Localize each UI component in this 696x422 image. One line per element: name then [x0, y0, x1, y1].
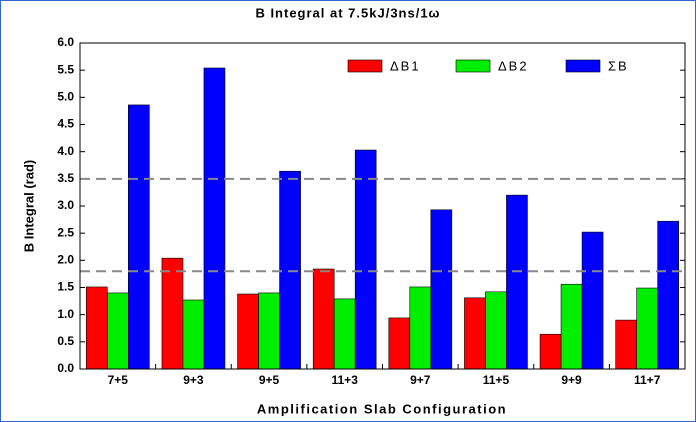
legend-swatch [455, 59, 491, 73]
y-tick-label: 2.0 [57, 253, 74, 267]
plot-area [79, 42, 686, 370]
chart-title: B Integral at 7.5kJ/3ns/1ω [255, 5, 440, 20]
y-tick-label: 3.5 [57, 171, 74, 185]
bar [636, 287, 658, 370]
bar [333, 298, 356, 370]
bar [485, 291, 507, 370]
y-tick-label: 1.5 [57, 280, 74, 294]
bar [354, 149, 377, 370]
y-tick-label: 0.5 [57, 334, 74, 348]
bar [279, 170, 301, 370]
bar [86, 286, 108, 370]
bar [615, 319, 637, 370]
bar [182, 299, 205, 370]
bar [161, 257, 184, 370]
legend-swatch [565, 59, 601, 73]
bar [237, 293, 259, 370]
bar [203, 67, 226, 370]
y-tick-label: 0.0 [57, 361, 74, 375]
bar [258, 292, 280, 370]
bar [539, 333, 562, 370]
bar [560, 283, 583, 370]
x-tick-label: 11+7 [634, 373, 661, 387]
x-axis-title: Amplification Slab Configuration [257, 401, 507, 416]
bar [409, 286, 432, 370]
x-tick-label: 9+5 [259, 373, 280, 387]
bar [107, 292, 129, 370]
bar [506, 194, 528, 370]
legend-swatch [347, 59, 383, 73]
x-tick-label: 7+5 [108, 373, 129, 387]
bar [581, 231, 604, 370]
bar [657, 220, 679, 370]
legend-label: ΔB1 [390, 58, 421, 73]
x-tick-label: 11+5 [483, 373, 510, 387]
y-tick-label: 5.5 [57, 62, 74, 76]
y-tick-label: 2.5 [57, 225, 74, 239]
y-tick-label: 4.0 [57, 144, 74, 158]
bar [312, 268, 335, 370]
y-tick-label: 3.0 [57, 198, 74, 212]
y-tick-label: 4.5 [57, 117, 74, 131]
x-tick-label: 9+3 [183, 373, 204, 387]
y-tick-label: 6.0 [57, 35, 74, 49]
bar [464, 297, 486, 370]
bar [388, 317, 411, 370]
legend-label: ΔB2 [498, 58, 529, 73]
y-axis-title: B Integral (rad) [21, 160, 36, 252]
x-tick-label: 11+3 [332, 373, 359, 387]
bar [430, 209, 453, 370]
y-tick-label: 1.0 [57, 307, 74, 321]
x-tick-label: 9+9 [561, 373, 582, 387]
bar [128, 104, 150, 370]
x-tick-label: 9+7 [410, 373, 431, 387]
legend-label: ΣB [608, 58, 629, 73]
y-tick-label: 5.0 [57, 90, 74, 104]
